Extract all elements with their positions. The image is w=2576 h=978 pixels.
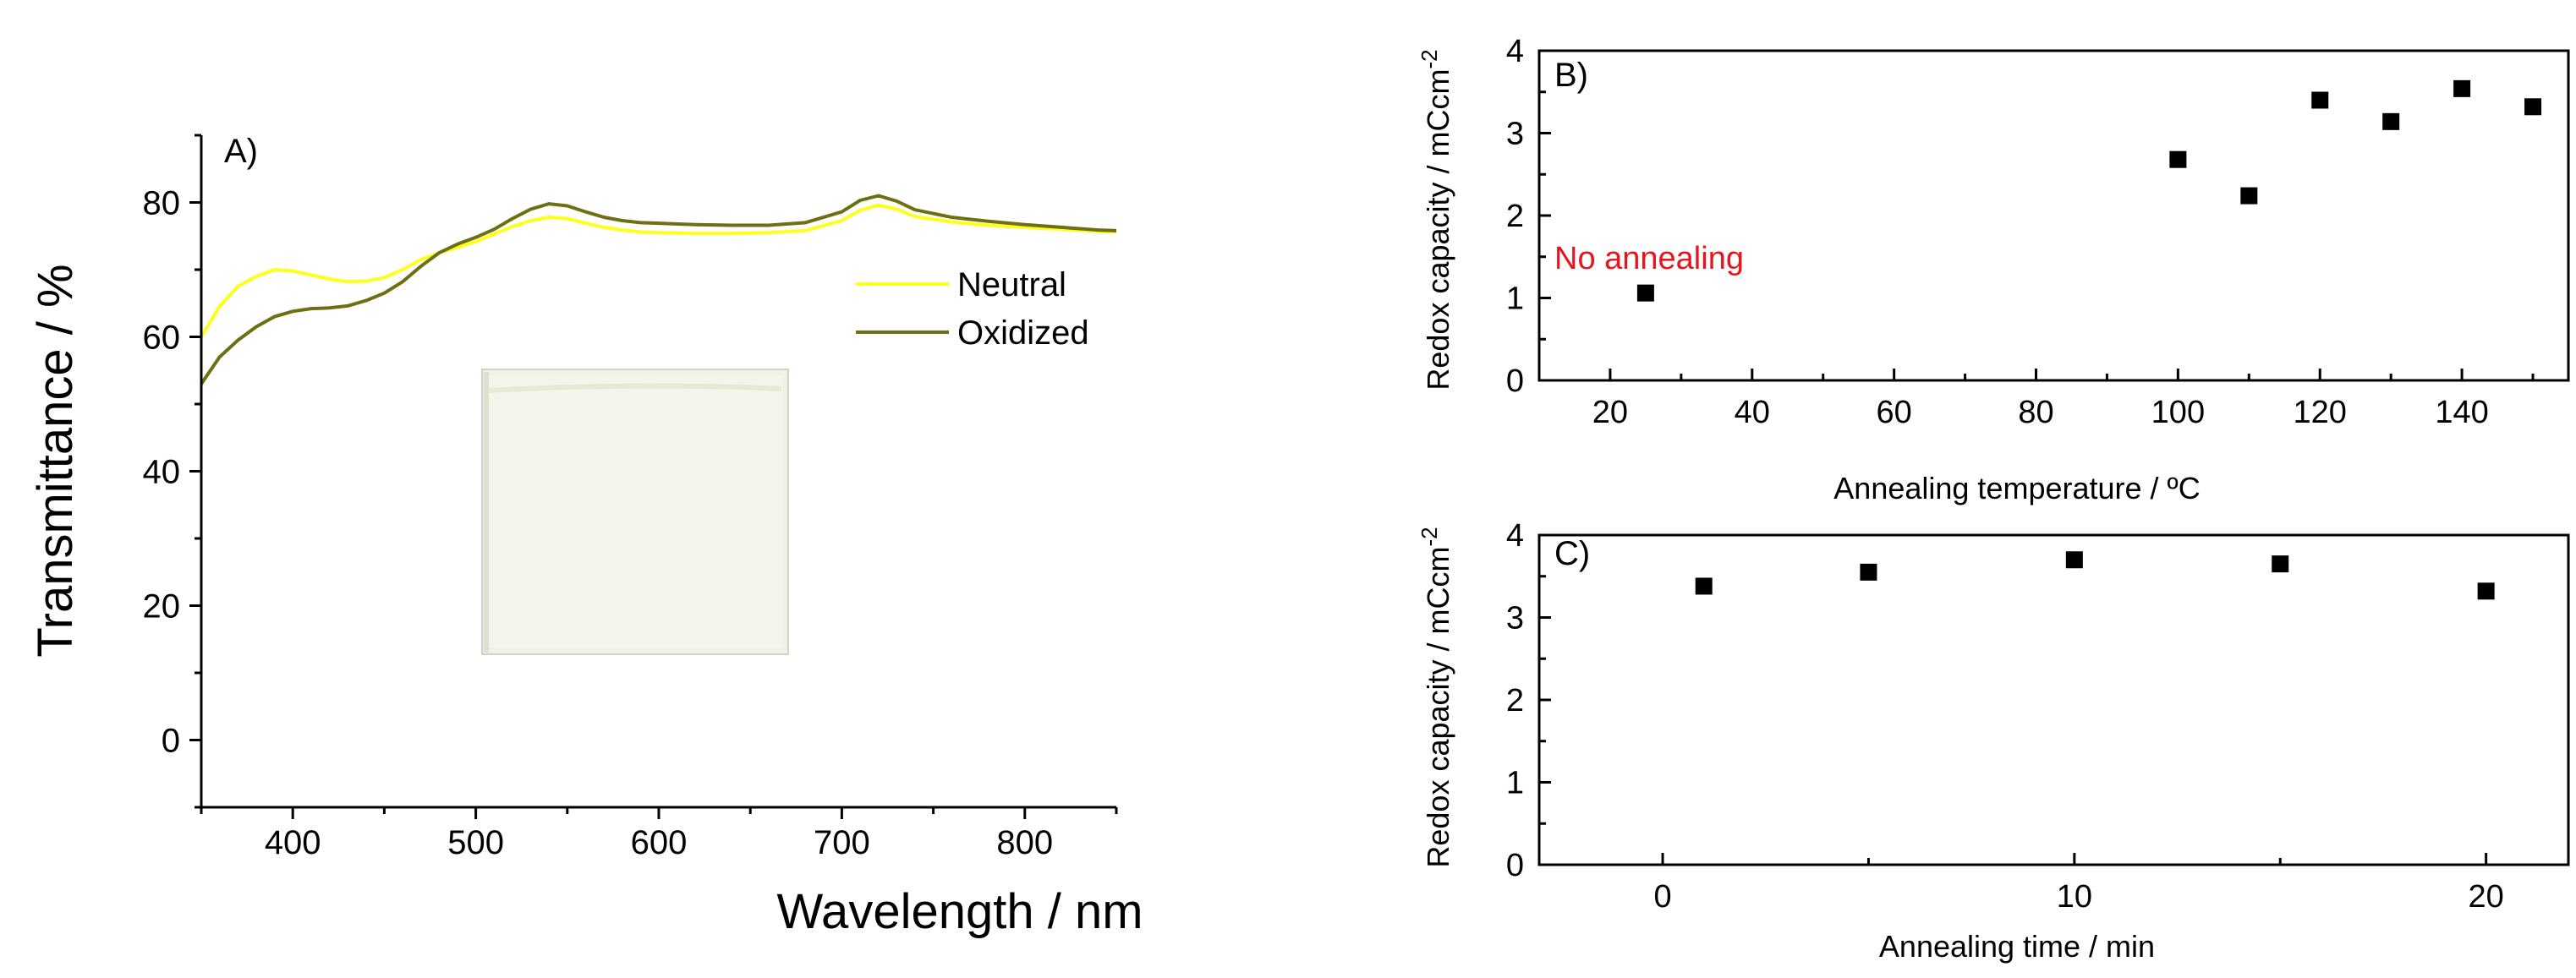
- panel-a-y-tick-label: 0: [162, 723, 180, 760]
- panel-a-x-tick-label: 700: [814, 824, 870, 861]
- panel-b-x-tick-label: 120: [2294, 395, 2347, 430]
- panel-b-data-point: [1636, 284, 1654, 302]
- panel-c-y-tick-label: 3: [1506, 601, 1524, 637]
- panel-b-axes: 20 40 60 80 100 120 140 0 1 2 3 4: [1506, 34, 2570, 430]
- panel-b-x-tick-label: 100: [2151, 395, 2205, 430]
- panel-c-x-title: Annealing time / min: [1879, 929, 2155, 964]
- panel-a-x-tick-label: 800: [996, 824, 1053, 861]
- panel-c-y-title: Redox capacity / mCcm-2: [1417, 527, 1455, 867]
- panel-b-data-point: [2169, 150, 2187, 168]
- panel-a-plot-area: [200, 194, 1117, 385]
- inset-photo: [481, 369, 789, 655]
- panel-b-y-title-sup: -2: [1417, 49, 1442, 68]
- panel-b-data-point: [2240, 187, 2258, 205]
- panel-c-x-tick-label: 20: [2468, 879, 2503, 915]
- panel-b-data-point: [2311, 91, 2329, 109]
- panel-a: 400 500 600 700 800 0 20 40 60 80 Neutral Oxidize…: [28, 133, 1143, 939]
- panel-a-legend: Neutral Oxidized: [856, 266, 1089, 352]
- panel-a-y-title: Transmittance / %: [28, 264, 83, 657]
- panel-c-data-point: [1860, 563, 1877, 581]
- panel-b-frame: [1537, 49, 2570, 382]
- panel-b-y-tick-label: 2: [1506, 199, 1524, 234]
- panel-a-letter: A): [224, 133, 258, 170]
- series-line-neutral: [200, 203, 1117, 338]
- panel-a-y-tick-label: 80: [143, 185, 181, 222]
- legend-label-oxidized: Oxidized: [957, 314, 1089, 352]
- panel-b-data-point: [2382, 112, 2400, 130]
- panel-a-x-title: Wavelength / nm: [776, 884, 1143, 939]
- panel-b: 20 40 60 80 100 120 140 0 1 2 3 4 B) No annealing A…: [1417, 34, 2570, 505]
- panel-c-data-point: [2065, 551, 2083, 569]
- panel-c-letter: C): [1554, 535, 1590, 572]
- panel-b-x-tick-label: 80: [2018, 395, 2053, 430]
- panel-b-data-point: [2453, 79, 2471, 97]
- panel-b-y-tick-label: 3: [1506, 117, 1524, 152]
- panel-c-y-tick-label: 4: [1506, 518, 1524, 554]
- panel-c-frame: [1537, 533, 2570, 866]
- panel-b-x-tick-label: 140: [2435, 395, 2488, 430]
- panel-a-y-tick-label: 20: [143, 588, 181, 626]
- panel-c-x-tick-label: 0: [1653, 879, 1671, 915]
- panel-a-y-tick-label: 60: [143, 320, 181, 357]
- panel-a-x-tick-label: 500: [447, 824, 504, 861]
- panel-b-x-tick-label: 40: [1735, 395, 1770, 430]
- panel-c-data-point: [2477, 582, 2495, 600]
- panel-c-x-tick-label: 10: [2057, 879, 2092, 915]
- no-annealing-annotation: No annealing: [1554, 241, 1744, 276]
- panel-c-y-title-text: Redox capacity / mCcm: [1421, 547, 1455, 868]
- panel-a-x-tick-label: 400: [265, 824, 321, 861]
- panel-a-x-tick-label: 600: [631, 824, 688, 861]
- panel-b-y-title: Redox capacity / mCcm-2: [1417, 49, 1455, 390]
- panel-c-y-tick-label: 0: [1506, 848, 1524, 883]
- panel-c-y-tick-label: 2: [1506, 683, 1524, 718]
- panel-c-points: [1695, 551, 2495, 600]
- panel-c-y-tick-label: 1: [1506, 766, 1524, 801]
- panel-b-y-tick-label: 4: [1506, 34, 1524, 69]
- panel-b-x-title-text: Annealing temperature / ºC: [1833, 471, 2200, 505]
- panel-c-axes: 0 10 20 0 1 2 3 4: [1506, 518, 2570, 915]
- panel-b-y-title-text: Redox capacity / mCcm: [1421, 69, 1455, 391]
- panel-b-x-tick-label: 20: [1592, 395, 1628, 430]
- panel-a-y-tick-label: 40: [143, 454, 181, 491]
- panel-c: 0 10 20 0 1 2 3 4 C) Annealing time / min Redox…: [1417, 518, 2570, 964]
- panel-c-data-point: [1695, 577, 1713, 595]
- legend-label-neutral: Neutral: [957, 266, 1066, 303]
- panel-b-data-point: [2524, 98, 2542, 116]
- panel-c-y-title-sup: -2: [1417, 527, 1442, 546]
- panel-b-x-title: Annealing temperature / ºC: [1833, 471, 2200, 505]
- series-line-oxidized: [200, 194, 1117, 385]
- panel-c-x-title-text: Annealing time / min: [1879, 929, 2155, 964]
- panel-b-x-tick-label: 60: [1877, 395, 1912, 430]
- panel-c-data-point: [2272, 555, 2289, 573]
- panel-b-y-tick-label: 0: [1506, 363, 1524, 399]
- panel-b-points: [1636, 79, 2542, 302]
- panel-a-axes: 400 500 600 700 800 0 20 40 60 80: [143, 134, 1118, 861]
- panel-b-y-tick-label: 1: [1506, 281, 1524, 317]
- panel-b-letter: B): [1554, 57, 1588, 94]
